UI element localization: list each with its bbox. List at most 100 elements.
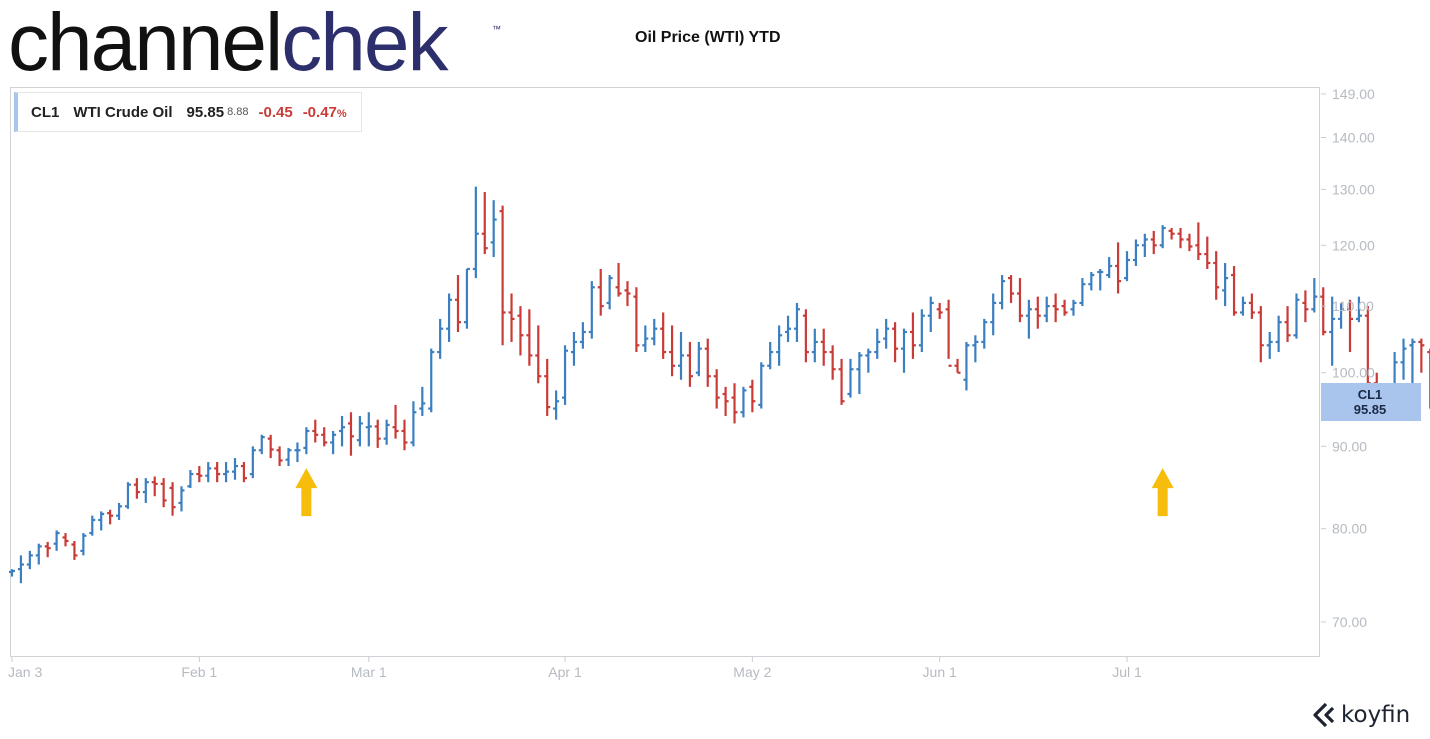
y-tick-label: 140.00 <box>1332 130 1375 146</box>
legend-pct-sign: % <box>336 107 347 120</box>
ohlc-bar <box>1132 239 1139 266</box>
ohlc-bar <box>1204 236 1211 269</box>
legend-symbol: CL1 <box>31 103 60 121</box>
ohlc-bar <box>704 338 711 387</box>
ohlc-bar <box>856 352 863 395</box>
ohlc-bar <box>1195 222 1202 260</box>
ohlc-bar <box>205 462 212 483</box>
ohlc-bar <box>927 296 934 332</box>
ohlc-bar <box>285 447 292 467</box>
x-axis: Jan 3 Feb 1 Mar 1 Apr 1 May 2 Jun 1 Jul 1 <box>8 657 1142 680</box>
ohlc-bar <box>1025 299 1032 339</box>
ohlc-bar <box>722 386 729 416</box>
ohlc-bar <box>678 331 684 380</box>
ohlc-bar <box>758 362 765 409</box>
trademark-symbol: ™ <box>492 24 501 34</box>
ohlc-bar <box>17 555 24 584</box>
ohlc-bar <box>1070 299 1077 316</box>
y-axis: 149.00 140.00 130.00 120.00 110.00 100.00 90.0… <box>1321 86 1375 630</box>
ohlc-bar <box>1008 275 1015 303</box>
legend-volume: 8.88 <box>227 106 249 118</box>
y-tick-label: 100.00 <box>1332 365 1375 381</box>
ohlc-bar <box>936 302 943 319</box>
y-tick-label: 130.00 <box>1332 181 1375 197</box>
ohlc-bar <box>1347 299 1353 353</box>
ohlc-bar <box>1213 251 1220 300</box>
ohlc-bar <box>1124 251 1130 282</box>
price-tag-value: 95.85 <box>1354 402 1387 417</box>
ohlc-bar <box>62 533 69 547</box>
ohlc-bar <box>1177 228 1184 249</box>
ohlc-bar <box>1275 315 1282 353</box>
ohlc-bar <box>740 386 747 418</box>
chart-frame <box>10 87 1320 657</box>
koyfin-watermark: koyfin <box>1312 702 1410 728</box>
ohlc-bar <box>356 415 363 447</box>
ohlc-bar <box>570 331 577 366</box>
ohlc-bar <box>1016 278 1023 323</box>
ohlc-bar <box>178 486 185 512</box>
ohlc-bar <box>80 533 87 556</box>
ohlc-bar <box>276 446 283 467</box>
ohlc-bar <box>124 482 131 509</box>
ohlc-bar <box>767 341 774 370</box>
ohlc-bar <box>472 186 479 279</box>
ohlc-bar <box>347 412 354 456</box>
ohlc-bar <box>651 318 658 346</box>
ohlc-bar <box>383 419 390 445</box>
ohlc-bar <box>1239 296 1246 316</box>
ohlc-bar <box>562 345 569 405</box>
ohlc-bar <box>374 419 381 448</box>
ohlc-bar <box>401 419 408 451</box>
ohlc-bar <box>1079 278 1086 307</box>
ohlc-bar <box>793 302 800 342</box>
ohlc-bar <box>820 328 827 366</box>
ohlc-bar <box>1418 338 1425 373</box>
ohlc-bar <box>785 315 792 342</box>
ohlc-bar <box>883 318 890 349</box>
ohlc-bar <box>901 328 907 373</box>
series-legend[interactable]: CL1 WTI Crude Oil 95.85 8.88 -0.45 -0.47… <box>14 92 362 132</box>
ohlc-bar <box>990 293 997 336</box>
ohlc-bar <box>437 318 444 359</box>
ohlc-bar <box>223 462 230 483</box>
ohlc-bar <box>1186 233 1193 252</box>
ohlc-bar <box>508 293 515 342</box>
ohlc-bar <box>597 268 604 316</box>
ohlc-bar <box>713 369 720 409</box>
legend-name: WTI Crude Oil <box>73 103 173 121</box>
ohlc-bar <box>606 275 613 310</box>
ohlc-bar <box>1355 296 1362 323</box>
ohlc-bar <box>392 404 399 439</box>
ohlc-bar <box>240 462 247 483</box>
ohlc-bar <box>686 341 693 387</box>
ohlc-bar <box>776 325 783 366</box>
up-arrow-annotation <box>295 468 318 517</box>
ohlc-bar <box>535 325 542 384</box>
price-tag: CL1 95.85 <box>1321 383 1421 421</box>
ohlc-bar <box>151 476 158 497</box>
ohlc-bar <box>312 419 319 443</box>
ohlc-bar <box>731 383 738 424</box>
ohlc-bar <box>267 434 274 459</box>
ohlc-bar <box>1097 268 1104 291</box>
ohlc-bar <box>463 267 470 329</box>
ohlc-bar <box>633 287 640 353</box>
ohlc-bar <box>1302 290 1309 323</box>
ohlc-bar <box>1106 257 1113 279</box>
x-tick-label: Jan 3 <box>8 664 42 680</box>
ohlc-bar <box>981 318 988 349</box>
ohlc-bar <box>1293 293 1300 339</box>
ohlc-bar <box>1088 271 1095 291</box>
ohlc-bar <box>642 325 649 353</box>
ohlc-bar <box>1311 278 1318 313</box>
ohlc-bar <box>1329 296 1336 366</box>
ohlc-bar <box>954 358 961 374</box>
ohlc-bar <box>1052 293 1059 323</box>
ohlc-bar <box>1150 230 1157 255</box>
brand-part2: chek <box>281 0 449 84</box>
ohlc-bar <box>963 341 970 391</box>
ohlc-bar <box>196 466 203 483</box>
ohlc-bar <box>303 427 310 455</box>
